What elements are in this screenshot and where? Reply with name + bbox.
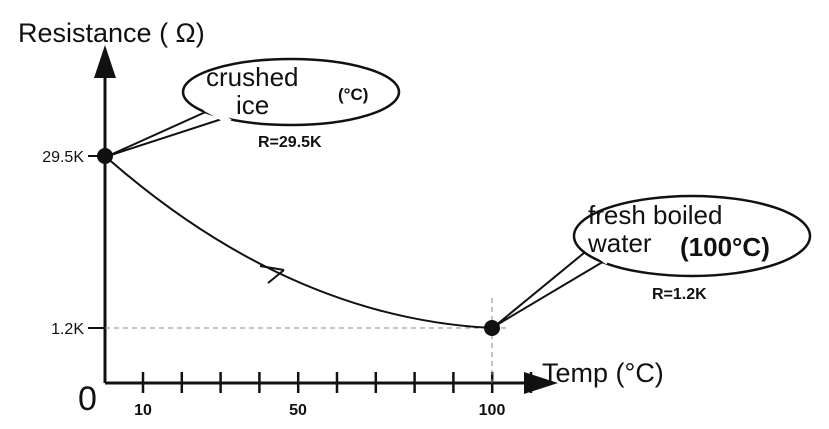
callout-bubble <box>181 57 401 127</box>
curve-direction-arrow-icon <box>259 265 285 284</box>
y-axis-arrow-icon <box>94 45 116 78</box>
origin-label: 0 <box>78 380 97 418</box>
callout-value-label: R=1.2K <box>652 286 707 303</box>
x-tick-label-10: 10 <box>134 402 152 419</box>
data-point-crushed-ice <box>97 148 113 164</box>
y-axis-title: Resistance ( Ω) <box>18 18 205 48</box>
y-tick-label-29-5k: 29.5K <box>42 149 84 166</box>
callout-bubble <box>572 194 812 278</box>
x-axis-title: Temp (°C) <box>542 358 664 388</box>
callout-pointer <box>494 247 607 327</box>
x-tick-label-100: 100 <box>479 402 506 419</box>
callout-unit: (100°C) <box>680 232 770 262</box>
callout-text-line-2: water <box>587 228 652 258</box>
data-point-boiled-water <box>484 320 500 336</box>
resistance-curve <box>104 155 493 329</box>
callout-crushed-ice: crushed ice (°C) R=29.5K <box>107 57 401 157</box>
callout-unit: (°C) <box>338 85 368 104</box>
x-axis-arrow-icon <box>524 372 558 394</box>
y-tick-label-1-2k: 1.2K <box>51 321 84 338</box>
callout-text-line-1: fresh boiled <box>588 200 722 230</box>
callout-pointer <box>107 109 229 157</box>
callout-text-line-2: ice <box>236 90 269 120</box>
x-tick-label-50: 50 <box>289 402 307 419</box>
callout-boiled-water: fresh boiled water (100°C) R=1.2K <box>494 194 812 327</box>
callout-text-line-1: crushed <box>206 62 299 92</box>
callout-value-label: R=29.5K <box>258 134 322 151</box>
